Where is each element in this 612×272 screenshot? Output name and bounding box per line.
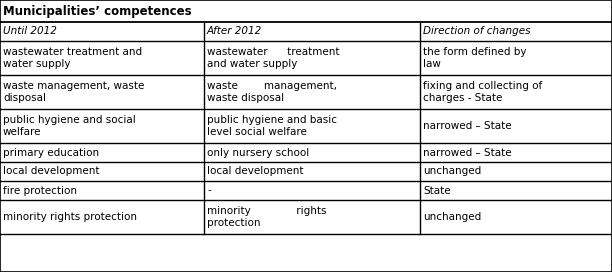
Text: primary education: primary education (3, 147, 99, 157)
Text: minority              rights
protection: minority rights protection (207, 206, 326, 228)
Text: -: - (207, 186, 211, 196)
Text: the form defined by
law: the form defined by law (423, 47, 526, 69)
Text: After 2012: After 2012 (207, 26, 263, 36)
Text: narrowed – State: narrowed – State (423, 121, 512, 131)
Text: unchanged: unchanged (423, 166, 481, 177)
Text: fire protection: fire protection (3, 186, 77, 196)
Text: Until 2012: Until 2012 (3, 26, 57, 36)
Text: wastewater      treatment
and water supply: wastewater treatment and water supply (207, 47, 340, 69)
Text: minority rights protection: minority rights protection (3, 212, 137, 222)
Text: Direction of changes: Direction of changes (423, 26, 531, 36)
Text: waste management, waste
disposal: waste management, waste disposal (3, 81, 144, 103)
Text: narrowed – State: narrowed – State (423, 147, 512, 157)
Text: local development: local development (207, 166, 304, 177)
Text: State: State (423, 186, 450, 196)
Text: only nursery school: only nursery school (207, 147, 309, 157)
Text: waste        management,
waste disposal: waste management, waste disposal (207, 81, 337, 103)
Text: local development: local development (3, 166, 100, 177)
Text: unchanged: unchanged (423, 212, 481, 222)
Text: public hygiene and basic
level social welfare: public hygiene and basic level social we… (207, 115, 337, 137)
Text: Municipalities’ competences: Municipalities’ competences (3, 5, 192, 17)
Text: fixing and collecting of
charges - State: fixing and collecting of charges - State (423, 81, 542, 103)
Text: wastewater treatment and
water supply: wastewater treatment and water supply (3, 47, 142, 69)
Text: public hygiene and social
welfare: public hygiene and social welfare (3, 115, 136, 137)
